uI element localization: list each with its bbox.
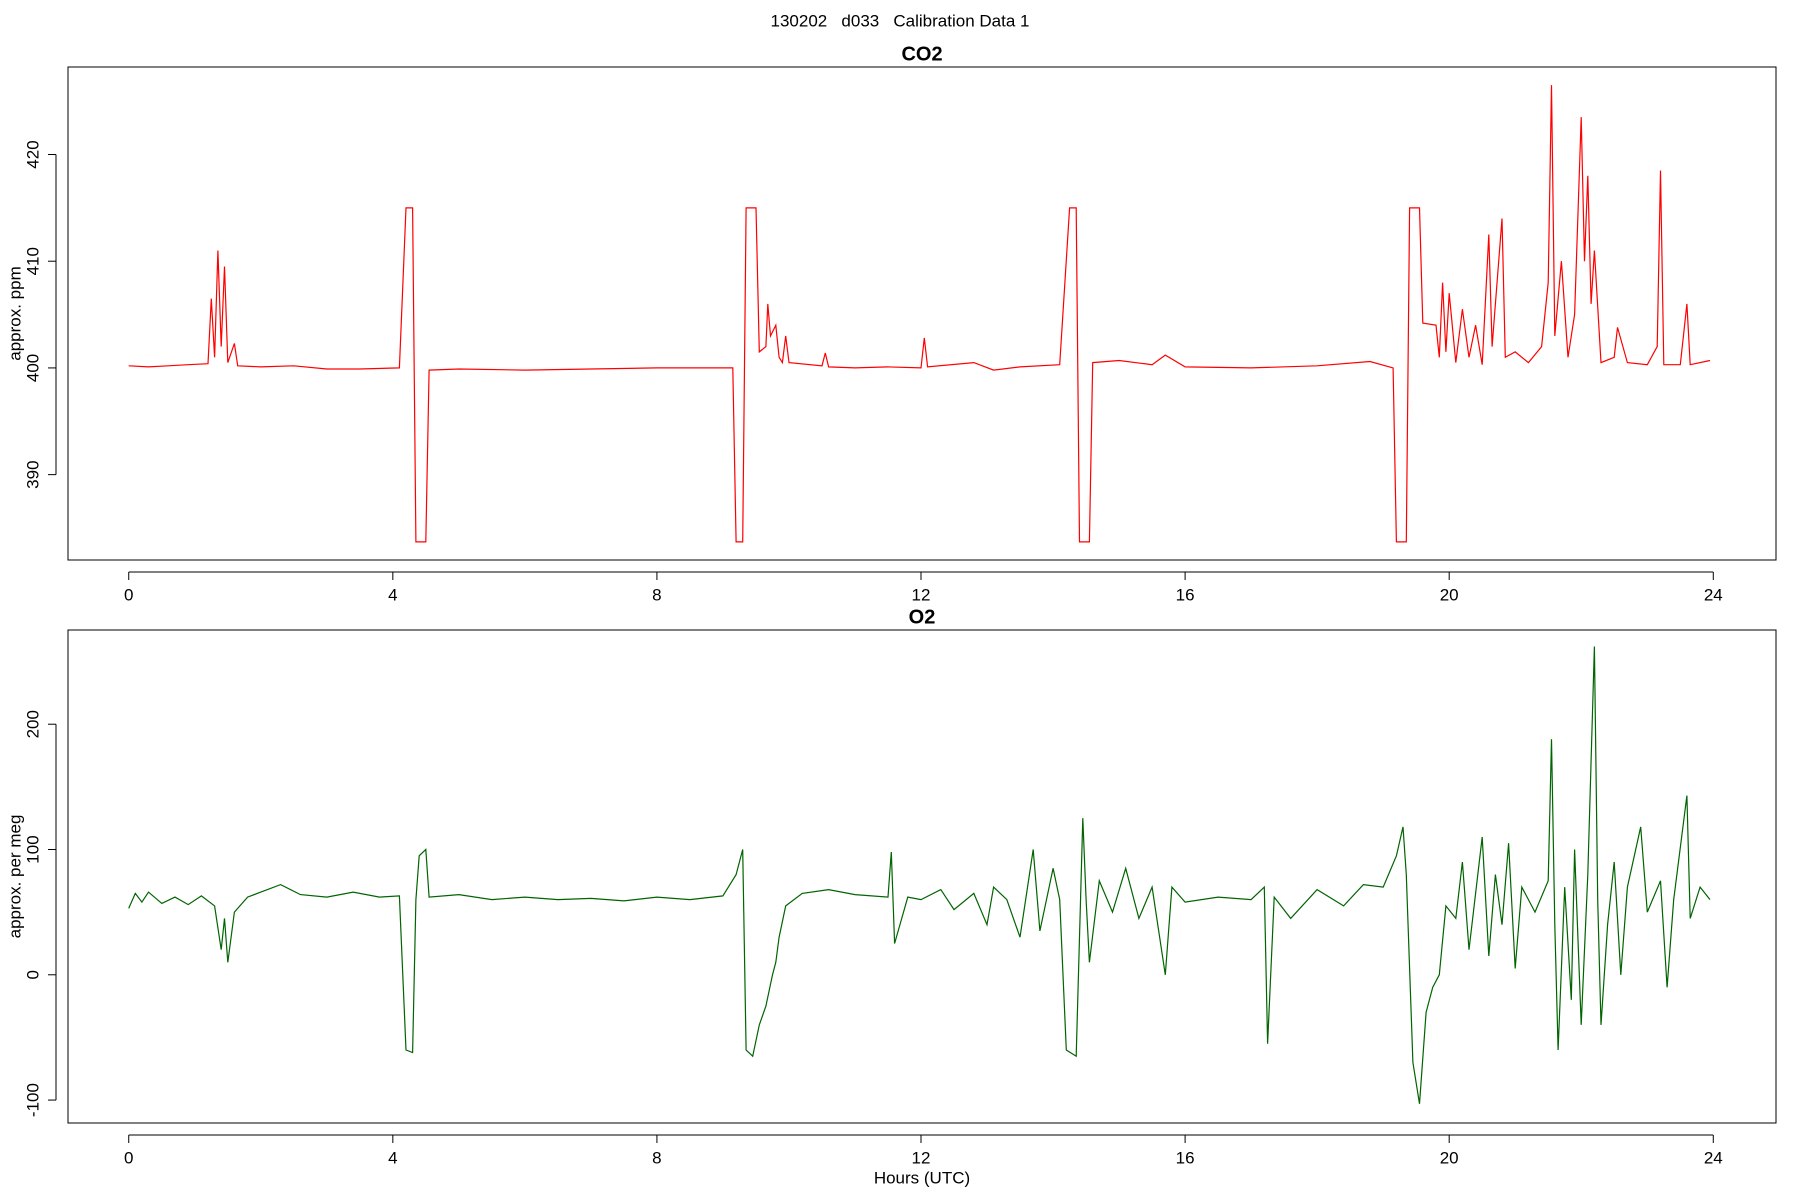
panel-title: O2 [909,606,936,628]
panel-title: CO2 [901,43,942,65]
x-tick-label: 4 [388,1148,397,1167]
y-tick-label: 420 [23,140,42,168]
y-tick-label: 410 [23,247,42,275]
x-tick-label: 12 [912,585,931,604]
x-tick-label: 8 [652,1148,661,1167]
x-tick-label: 8 [652,585,661,604]
figure-title: 130202 d033 Calibration Data 1 [771,11,1030,30]
plot-frame [67,629,1777,1124]
x-tick-label: 4 [388,585,397,604]
y-tick-label: 390 [23,460,42,488]
x-axis-label: Hours (UTC) [874,1168,970,1187]
x-tick-label: 0 [124,1148,133,1167]
x-tick-label: 16 [1176,1148,1195,1167]
y-tick-label: 400 [23,354,42,382]
x-tick-label: 24 [1704,1148,1723,1167]
plot-frame [67,66,1777,561]
y-axis-label: approx. per meg [5,815,24,939]
data-line [128,85,1711,543]
x-tick-label: 24 [1704,585,1723,604]
x-tick-label: 16 [1176,585,1195,604]
y-tick-label: 200 [23,710,42,738]
y-tick-label: -100 [23,1083,42,1117]
y-tick-label: 0 [23,970,42,979]
data-line [128,646,1711,1104]
x-tick-label: 12 [912,1148,931,1167]
y-axis-label: approx. ppm [5,266,24,361]
y-tick-label: 100 [23,835,42,863]
x-tick-label: 0 [124,585,133,604]
x-tick-label: 20 [1440,585,1459,604]
x-tick-label: 20 [1440,1148,1459,1167]
